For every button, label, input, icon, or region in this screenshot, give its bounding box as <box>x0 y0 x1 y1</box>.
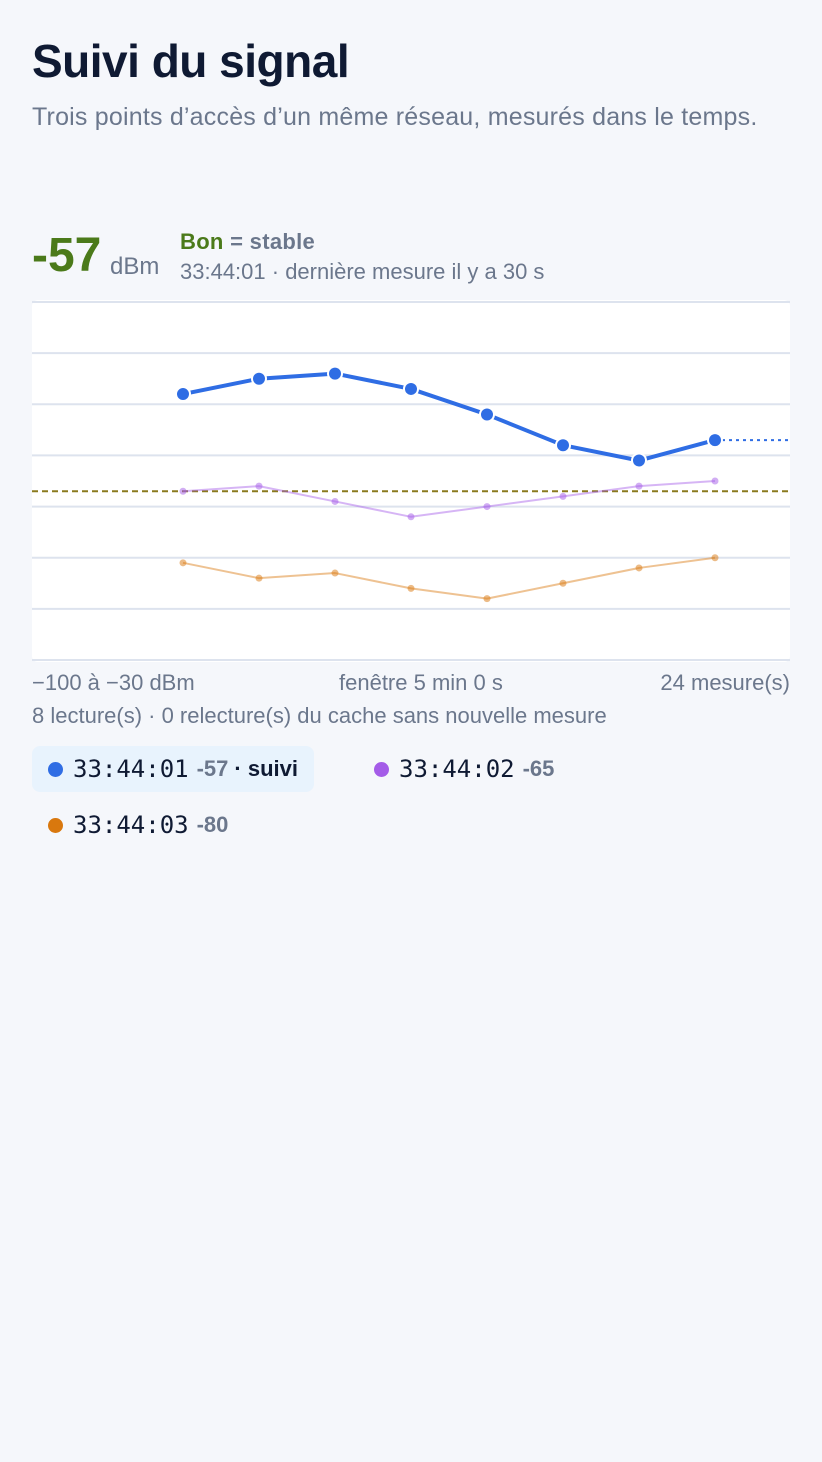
signal-chart <box>32 300 790 662</box>
data-point <box>331 497 339 505</box>
legend-time: 33:44:01 <box>73 755 189 783</box>
data-point <box>711 554 719 562</box>
trend-label: = stable <box>230 229 316 254</box>
current-value: -57 <box>32 229 102 282</box>
data-point <box>331 569 339 577</box>
legend-value: -80 <box>196 812 229 837</box>
data-point <box>635 482 643 490</box>
data-point <box>635 564 643 572</box>
window-label: fenêtre 5 min 0 s <box>339 670 503 695</box>
data-point <box>179 559 187 567</box>
data-point <box>255 574 263 582</box>
legend-dot <box>48 817 63 833</box>
range-label: −100 à −30 dBm <box>32 670 195 695</box>
quality-label: Bon <box>180 229 224 254</box>
legend-time: 33:44:02 <box>399 755 515 783</box>
data-point <box>557 439 569 452</box>
data-point <box>483 503 491 511</box>
quality-line: Bon = stable <box>180 229 315 255</box>
data-point <box>177 388 189 401</box>
signal-chart-svg <box>32 300 790 662</box>
data-point <box>633 454 645 467</box>
series-line-33:44:03 <box>182 556 716 600</box>
page-subtitle: Trois points d’accès d’un même réseau, m… <box>32 103 758 131</box>
plot-background <box>32 300 790 662</box>
legend-value: -57 <box>196 756 229 781</box>
legend-item-ap3[interactable]: 33:44:03 -80 <box>48 802 228 848</box>
current-unit: dBm <box>110 253 160 280</box>
data-point <box>179 487 187 495</box>
series-line-33:44:02 <box>182 480 716 518</box>
last-measure-meta: 33:44:01 · dernière mesure il y a 30 s <box>180 259 545 284</box>
data-point <box>405 382 417 395</box>
data-point <box>407 584 415 592</box>
data-point <box>329 367 341 380</box>
legend-time: 33:44:03 <box>73 811 189 839</box>
data-point <box>559 492 567 500</box>
reads-label: 8 lecture(s) · 0 relecture(s) du cache s… <box>32 703 607 728</box>
legend-dot <box>374 761 389 777</box>
legend-dot <box>48 761 63 777</box>
data-point <box>255 482 263 490</box>
data-point <box>253 372 265 385</box>
legend-tracked-tag: · suivi <box>234 756 298 781</box>
data-point <box>483 595 491 603</box>
legend-item-ap2[interactable]: 33:44:02 -65 <box>374 746 554 792</box>
data-point <box>559 579 567 587</box>
data-point <box>481 408 493 421</box>
data-point <box>711 477 719 485</box>
legend-item-ap1[interactable]: 33:44:01 -57 · suivi <box>32 746 314 792</box>
data-point <box>709 434 721 447</box>
data-point <box>407 513 415 521</box>
series-line-33:44:01 <box>182 371 716 463</box>
count-label: 24 mesure(s) <box>660 670 790 695</box>
legend-value: -65 <box>522 756 555 781</box>
page-title: Suivi du signal <box>32 35 350 87</box>
